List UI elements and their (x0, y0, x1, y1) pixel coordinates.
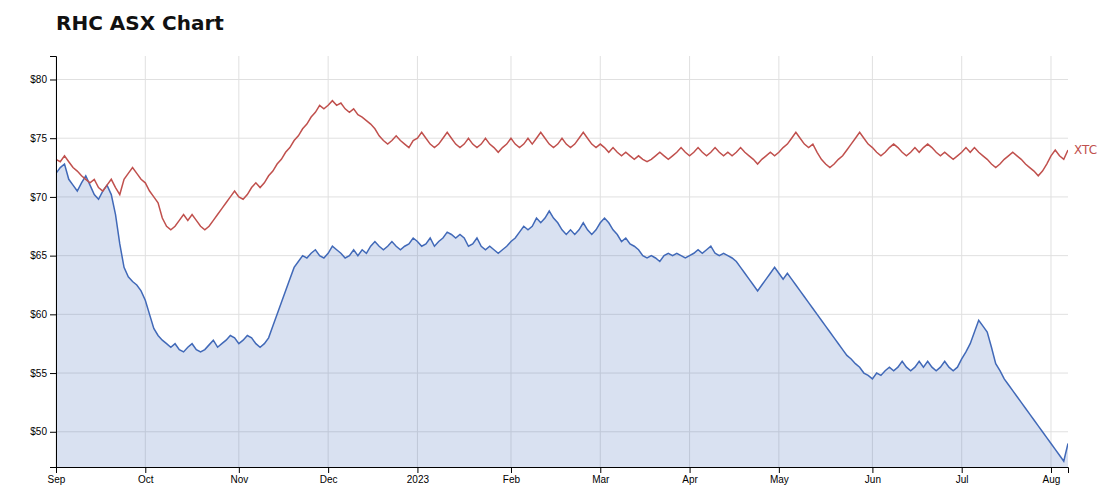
tick-mark (779, 467, 780, 473)
x-tick: Apr (682, 467, 698, 485)
line (56, 101, 1068, 230)
tick-mark (1051, 467, 1052, 473)
tick-label: $50 (30, 426, 47, 437)
y-axis: $50 $55 $60 $65 $70 $75 $80 (30, 57, 56, 468)
x-tick: Sep (48, 467, 66, 485)
tick-label: $75 (30, 133, 47, 144)
tick-label: Feb (503, 474, 521, 485)
y-tick: $80 (30, 74, 56, 85)
x-tick: Dec (320, 467, 338, 485)
tick-label: $70 (30, 192, 47, 203)
tick-mark (417, 467, 418, 473)
x-tick: Jun (865, 467, 881, 485)
tick-mark (962, 467, 963, 473)
x-tick: 2023 (407, 467, 430, 485)
tick-mark (50, 256, 56, 257)
axis-domain (57, 468, 1069, 474)
tick-mark (872, 467, 873, 473)
tick-mark (600, 467, 601, 473)
tick-label: Aug (1043, 474, 1061, 485)
grid-line (56, 79, 1068, 80)
tick-label: May (770, 474, 789, 485)
tick-label: $80 (30, 74, 47, 85)
x-tick: Nov (230, 467, 248, 485)
area (56, 164, 1068, 467)
tick-mark (50, 197, 56, 198)
tick-mark (239, 467, 240, 473)
tick-label: Nov (230, 474, 248, 485)
tick-mark (328, 467, 329, 473)
x-tick: Aug (1043, 467, 1061, 485)
tick-mark (50, 138, 56, 139)
marks (56, 101, 1068, 467)
y-tick: $50 (30, 426, 56, 437)
tick-mark (50, 314, 56, 315)
tick-label: $55 (30, 368, 47, 379)
tick-label: Jul (956, 474, 969, 485)
tick-mark (690, 467, 691, 473)
chart: XTC $50 $55 $60 $65 $70 $75 $80 Sep Oct Nov Dec 2023… (0, 0, 1118, 501)
tick-mark (56, 467, 57, 473)
tick-mark (50, 432, 56, 433)
tick-label: Dec (320, 474, 338, 485)
x-tick: Jul (956, 467, 969, 485)
series-label: XTC (1074, 143, 1097, 157)
tick-label: $60 (30, 309, 47, 320)
tick-mark (145, 467, 146, 473)
tick-label: Apr (682, 474, 698, 485)
tick-label: Oct (138, 474, 154, 485)
tick-label: $65 (30, 250, 47, 261)
y-tick: $75 (30, 133, 56, 144)
x-tick: Feb (503, 467, 521, 485)
x-tick: May (770, 467, 789, 485)
plot: XTC $50 $55 $60 $65 $70 $75 $80 Sep Oct Nov Dec 2023… (30, 56, 1097, 485)
y-tick: $65 (30, 250, 56, 261)
title: RHC ASX Chart (56, 11, 224, 35)
tick-mark (50, 79, 56, 80)
grid-line (1050, 56, 1051, 467)
tick-label: Mar (592, 474, 610, 485)
grid-line (56, 196, 1068, 197)
x-axis: Sep Oct Nov Dec 2023 Feb Mar Apr May Jun Jul Aug (48, 467, 1069, 485)
y-tick: $70 (30, 192, 56, 203)
x-tick: Mar (592, 467, 610, 485)
tick-label: Sep (48, 474, 66, 485)
tick-mark (50, 373, 56, 374)
x-tick: Oct (138, 467, 154, 485)
line (56, 164, 1068, 461)
tick-label: Jun (865, 474, 881, 485)
tick-mark (511, 467, 512, 473)
y-tick: $55 (30, 368, 56, 379)
axis-domain (50, 57, 57, 468)
grid (56, 56, 1068, 467)
y-tick: $60 (30, 309, 56, 320)
tick-label: 2023 (407, 474, 430, 485)
